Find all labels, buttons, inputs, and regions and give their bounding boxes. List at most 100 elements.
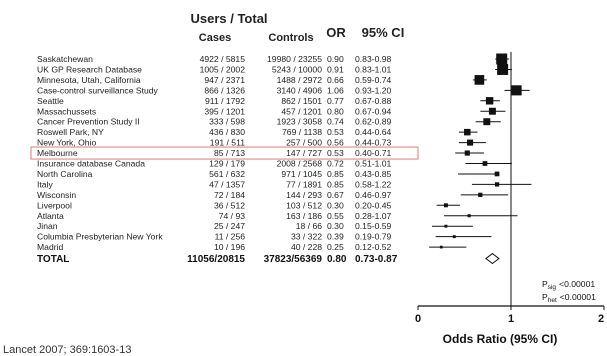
- study-name: Liverpool: [37, 200, 72, 210]
- study-or: 0.85: [327, 169, 344, 179]
- point-estimate: [464, 150, 470, 156]
- citation: Lancet 2007; 369:1603-13: [3, 344, 132, 356]
- point-estimate: [467, 139, 474, 146]
- p-het-value: <0.00001: [560, 292, 596, 302]
- study-cases: 4922 / 5815: [200, 54, 246, 64]
- study-or: 0.25: [327, 242, 344, 252]
- study-cases: 561 / 632: [209, 169, 245, 179]
- point-estimate: [474, 75, 485, 85]
- study-name: North Carolina: [37, 169, 93, 179]
- x-tick-label: 2: [598, 313, 604, 325]
- study-controls: 1923 / 3058: [277, 117, 323, 127]
- header-ci: 95% CI: [362, 25, 405, 40]
- study-controls: 862 / 1501: [281, 96, 322, 106]
- study-ci: 0.43-0.85: [355, 169, 392, 179]
- study-controls: 18 / 66: [296, 221, 323, 231]
- point-estimate: [483, 118, 491, 126]
- study-name: Seattle: [37, 96, 64, 106]
- study-name: New York, Ohio: [37, 138, 96, 148]
- study-ci: 0.40-0.71: [355, 148, 392, 158]
- study-ci: 0.15-0.59: [355, 221, 392, 231]
- study-ci: 0.58-1.22: [355, 179, 392, 189]
- study-rows: Saskatchewan 4922 / 5815 19980 / 23255 0.90…: [37, 54, 392, 252]
- study-cases: 10 / 196: [214, 242, 245, 252]
- p-sig-value: <0.00001: [559, 279, 595, 289]
- study-or: 0.85: [327, 179, 344, 189]
- plot-marks: [429, 53, 532, 265]
- study-cases: 36 / 512: [214, 200, 245, 210]
- point-estimate: [485, 97, 494, 105]
- point-estimate: [478, 192, 483, 197]
- total-label: TOTAL: [37, 254, 69, 265]
- p-sig-sub: sig: [548, 284, 557, 291]
- study-ci: 0.44-0.64: [355, 127, 392, 137]
- point-estimate: [494, 171, 500, 177]
- study-cases: 72 / 184: [214, 190, 245, 200]
- point-estimate: [467, 214, 471, 218]
- study-name: Wisconsin: [37, 190, 76, 200]
- study-ci: 0.62-0.89: [355, 117, 392, 127]
- x-axis-title: Odds Ratio (95% CI): [443, 332, 558, 346]
- study-controls: 457 / 1201: [281, 106, 322, 116]
- study-cases: 191 / 511: [210, 138, 245, 148]
- point-estimate: [482, 161, 488, 166]
- study-ci: 0.83-0.98: [355, 54, 392, 64]
- study-or: 0.67: [327, 190, 344, 200]
- study-ci: 0.67-0.94: [355, 106, 392, 116]
- study-name: Melbourne: [37, 148, 78, 158]
- study-ci: 0.51-1.01: [355, 159, 392, 169]
- study-controls: 3140 / 4906: [277, 85, 323, 95]
- study-or: 0.53: [327, 148, 344, 158]
- study-controls: 971 / 1045: [281, 169, 322, 179]
- point-estimate: [494, 182, 500, 187]
- p-het-sub: het: [548, 297, 557, 304]
- study-cases: 947 / 2371: [204, 75, 245, 85]
- p-sig-annotation: Psig <0.00001: [542, 279, 595, 291]
- study-cases: 47 / 1357: [209, 179, 245, 189]
- study-ci: 0.12-0.52: [355, 242, 392, 252]
- study-cases: 395 / 1201: [204, 106, 245, 116]
- point-estimate: [464, 128, 471, 136]
- study-or: 1.06: [327, 85, 344, 95]
- point-estimate: [496, 53, 508, 65]
- header-or: OR: [326, 25, 346, 40]
- study-controls: 2008 / 2568: [277, 159, 323, 169]
- study-or: 0.55: [327, 211, 344, 221]
- header-controls: Controls: [268, 32, 313, 44]
- study-ci: 0.67-0.88: [355, 96, 392, 106]
- study-controls: 33 / 322: [291, 232, 322, 242]
- study-ci: 0.83-1.01: [355, 64, 392, 74]
- p-het-label: P: [542, 292, 548, 302]
- study-or: 0.77: [327, 96, 344, 106]
- study-cases: 333 / 598: [209, 117, 245, 127]
- study-cases: 85 / 713: [214, 148, 245, 158]
- study-name: Roswell Park, NY: [37, 127, 104, 137]
- study-cases: 74 / 93: [219, 211, 246, 221]
- study-name: Minnesota, Utah, California: [37, 75, 141, 85]
- study-name: Madrid: [37, 242, 63, 252]
- study-ci: 0.20-0.45: [355, 200, 392, 210]
- total-controls: 37823/56369: [264, 254, 323, 265]
- study-cases: 436 / 830: [209, 127, 245, 137]
- study-controls: 5243 / 10000: [272, 64, 322, 74]
- study-or: 0.91: [327, 64, 344, 74]
- study-cases: 1005 / 2002: [200, 64, 246, 74]
- point-estimate: [452, 235, 456, 239]
- point-estimate: [439, 245, 443, 249]
- p-het-annotation: Phet <0.00001: [542, 292, 596, 304]
- study-controls: 40 / 228: [291, 242, 322, 252]
- study-or: 0.72: [327, 159, 344, 169]
- study-cases: 25 / 247: [214, 221, 245, 231]
- study-name: Jinan: [37, 221, 58, 231]
- study-or: 0.66: [327, 75, 344, 85]
- study-name: Massachussets: [37, 106, 96, 116]
- x-tick-label: 1: [508, 313, 514, 325]
- study-controls: 103 / 512: [286, 200, 322, 210]
- study-ci: 0.44-0.73: [355, 138, 392, 148]
- study-name: Case-control surveillance Study: [37, 85, 159, 95]
- study-controls: 147 / 727: [286, 148, 322, 158]
- header-cases: Cases: [199, 32, 231, 44]
- study-controls: 257 / 500: [286, 138, 322, 148]
- study-controls: 1488 / 2972: [277, 75, 323, 85]
